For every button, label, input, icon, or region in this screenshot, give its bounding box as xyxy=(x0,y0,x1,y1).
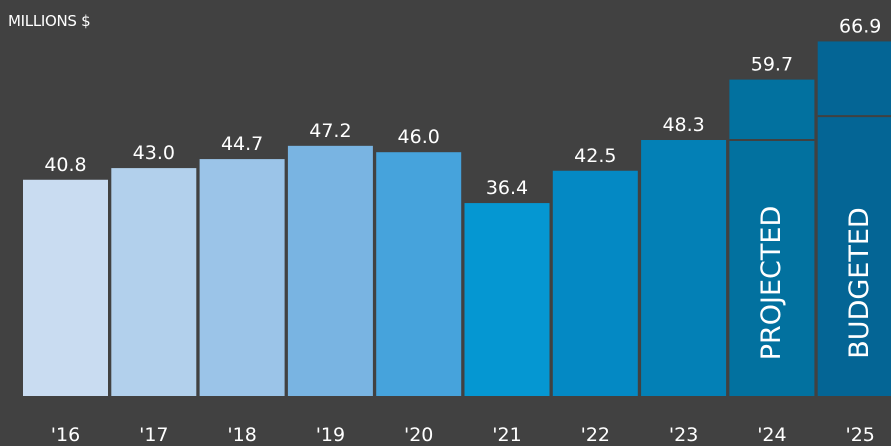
data-label: 47.2 xyxy=(309,120,351,142)
x-tick-label: '21 xyxy=(492,424,521,446)
bar-annotation: BUDGETED xyxy=(844,207,875,358)
bar-19 xyxy=(287,145,373,396)
x-tick-label: '18 xyxy=(227,424,256,446)
bar-24 xyxy=(729,79,815,396)
data-label: 46.0 xyxy=(398,126,440,148)
x-tick-label: '20 xyxy=(404,424,433,446)
bar-17 xyxy=(111,168,197,396)
data-label: 66.9 xyxy=(839,15,881,37)
x-tick-label: '22 xyxy=(581,424,610,446)
bar-18 xyxy=(199,159,285,396)
bar-16 xyxy=(23,179,108,396)
bar-25 xyxy=(817,41,891,397)
x-tick-label: '25 xyxy=(845,424,874,446)
bar-23 xyxy=(641,140,727,396)
x-tick-label: '19 xyxy=(316,424,345,446)
bar-22 xyxy=(552,170,638,396)
x-tick-label: '16 xyxy=(51,424,80,446)
data-label: 44.7 xyxy=(221,133,263,155)
bar-annotation: PROJECTED xyxy=(756,206,787,361)
data-label: 40.8 xyxy=(44,154,86,176)
bar-20 xyxy=(376,152,462,396)
x-tick-label: '17 xyxy=(139,424,168,446)
x-tick-label: '23 xyxy=(669,424,698,446)
bar-21 xyxy=(464,203,550,396)
data-label: 36.4 xyxy=(486,177,528,199)
data-label: 59.7 xyxy=(751,54,793,76)
x-tick-label: '24 xyxy=(757,424,786,446)
data-label: 42.5 xyxy=(574,145,616,167)
data-label: 43.0 xyxy=(133,142,175,164)
data-label: 48.3 xyxy=(662,114,704,136)
y-axis-label: MILLIONS $ xyxy=(8,12,91,30)
